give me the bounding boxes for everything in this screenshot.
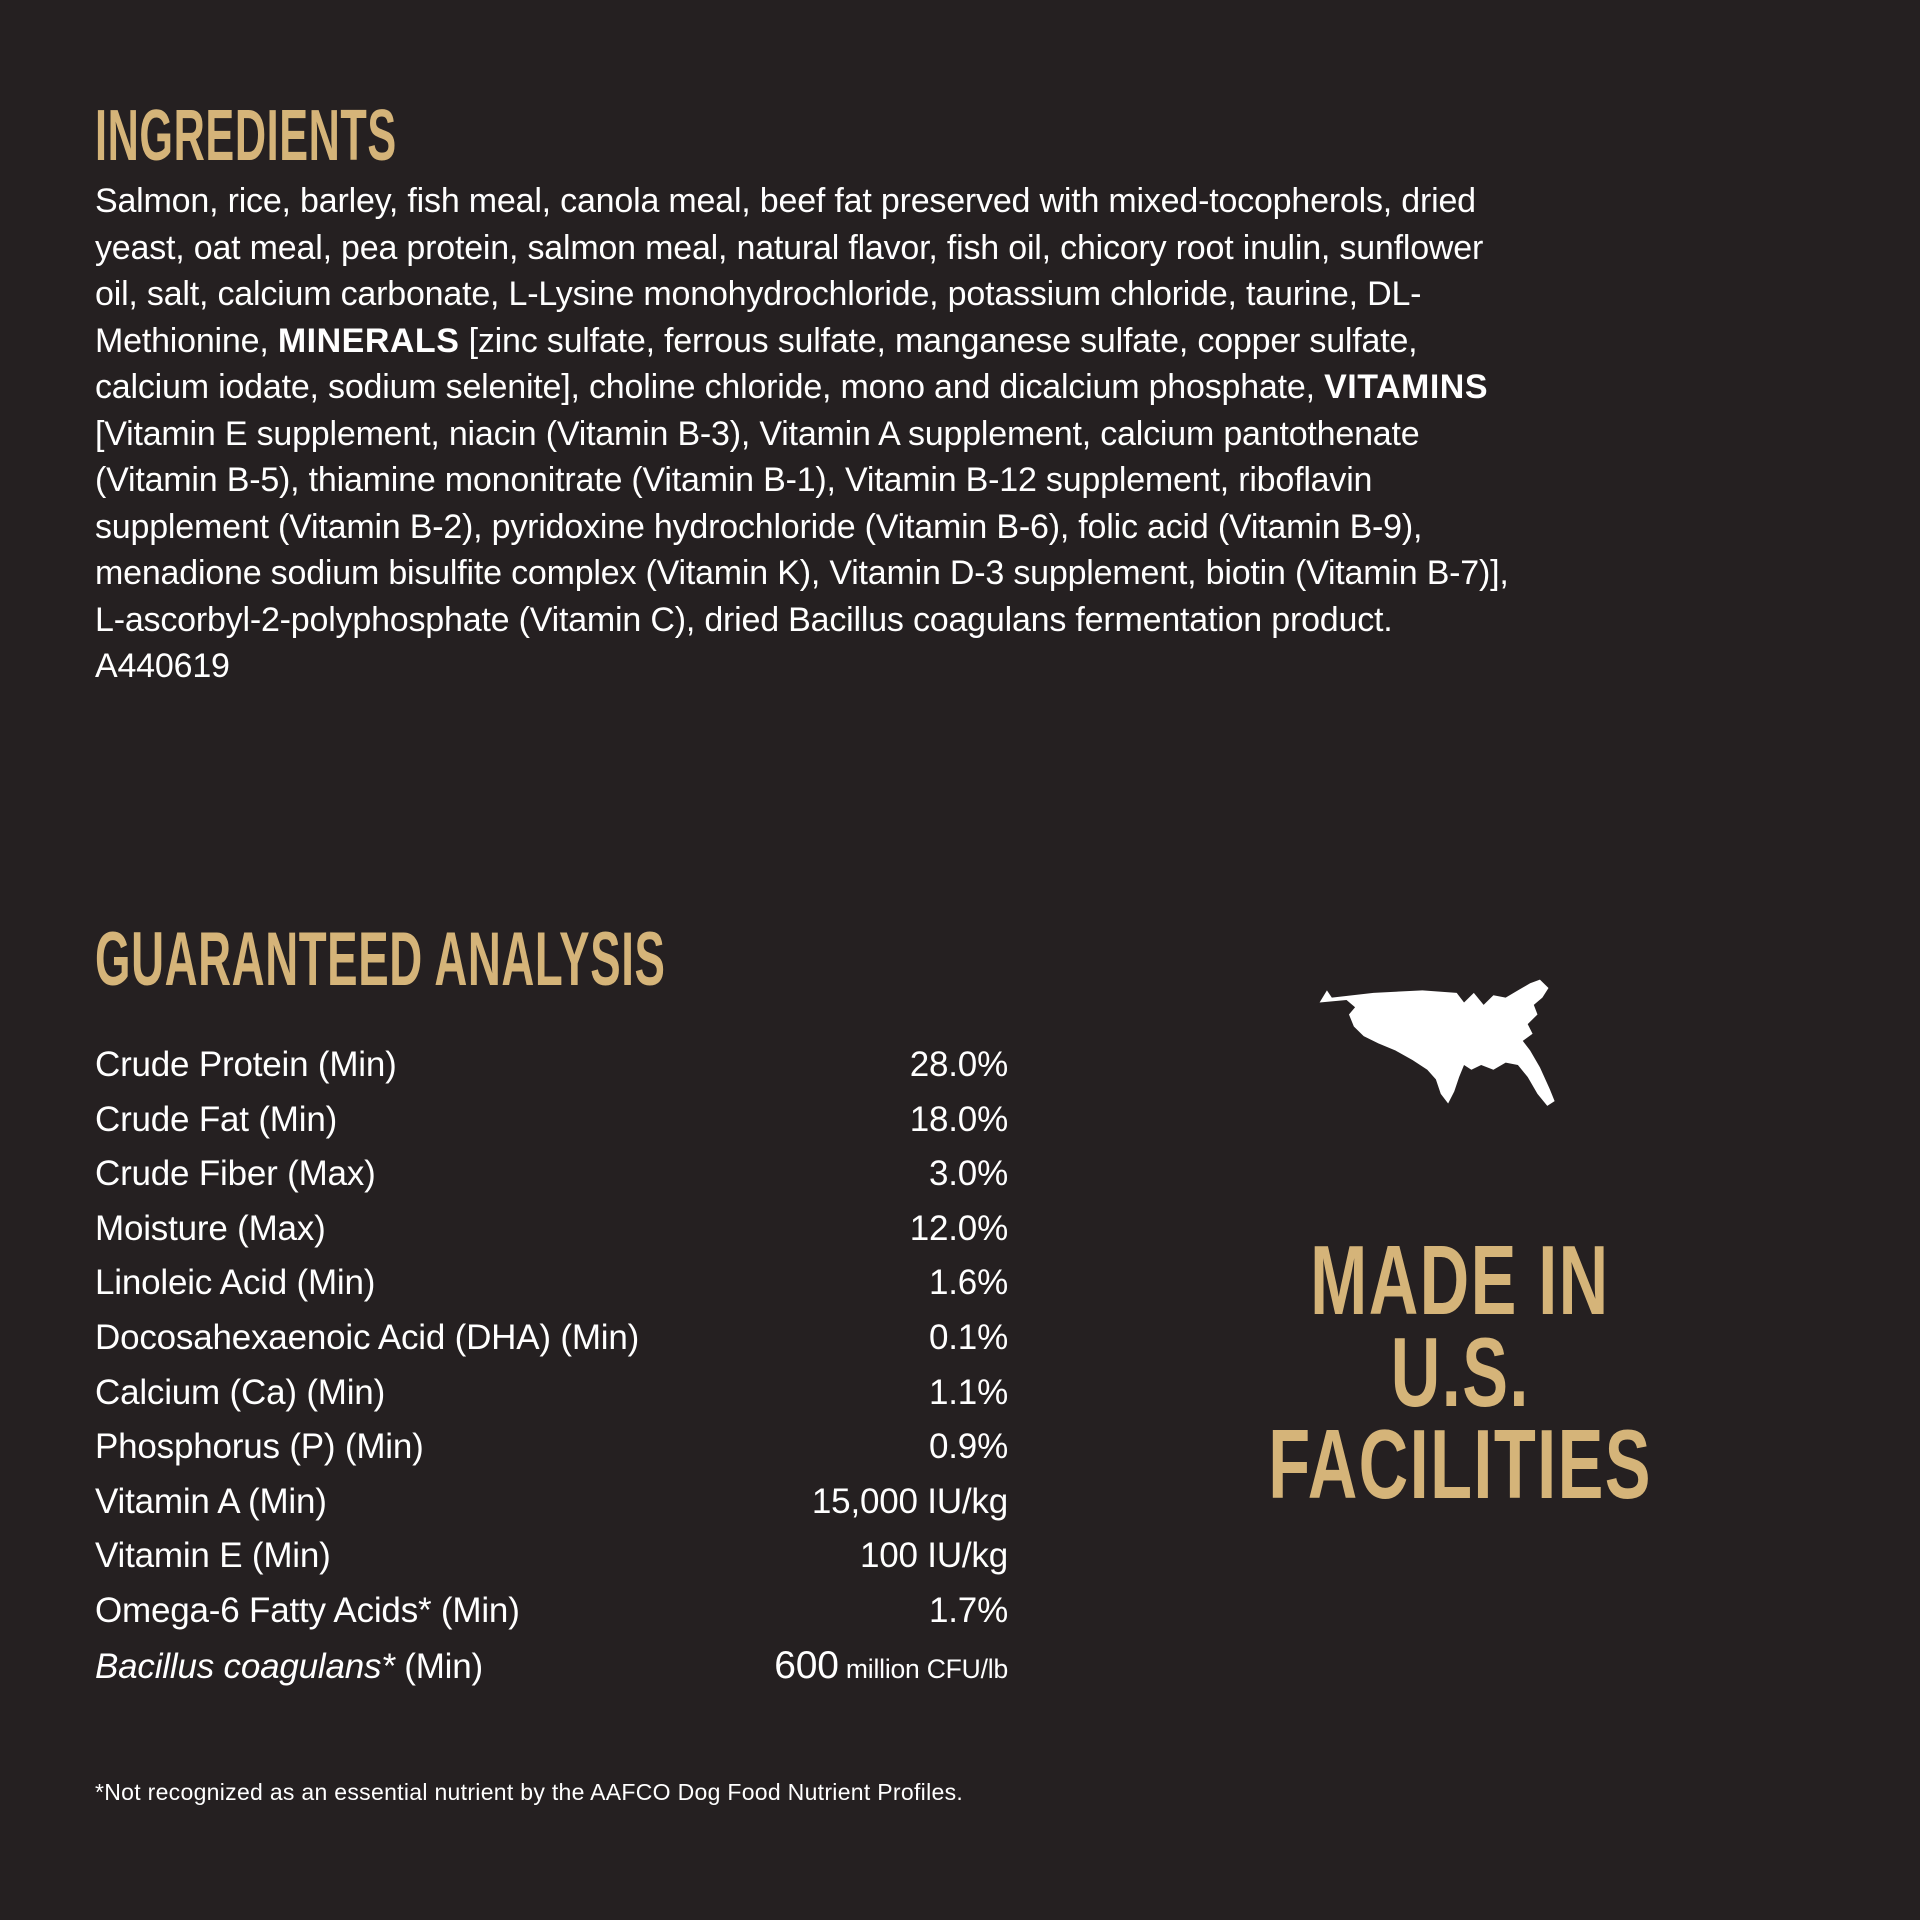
analysis-label-segment: Omega-6 Fatty Acids* (Min) — [95, 1590, 520, 1630]
analysis-row-value: 15,000 IU/kg — [812, 1475, 1008, 1530]
analysis-row-label: Moisture (Max) — [95, 1202, 326, 1257]
analysis-row: Moisture (Max) 12.0% — [95, 1202, 1008, 1257]
analysis-label-segment: Calcium (Ca) (Min) — [95, 1372, 386, 1412]
analysis-row: Vitamin E (Min) 100 IU/kg — [95, 1529, 1008, 1584]
analysis-row-value: 0.9% — [929, 1420, 1008, 1475]
analysis-value-segment: 0.1% — [929, 1317, 1008, 1357]
made-in-line-text: MADE IN — [1310, 1225, 1610, 1335]
ingredient-group-label: MINERALS — [277, 321, 460, 360]
analysis-row-label: Vitamin E (Min) — [95, 1529, 331, 1584]
analysis-value-segment: 15,000 IU/kg — [811, 1481, 1008, 1521]
guaranteed-analysis-heading: GUARANTEED ANALYSIS — [95, 917, 666, 1002]
analysis-row-label: Vitamin A (Min) — [95, 1475, 327, 1530]
ingredient-text-segment: [Vitamin E supplement, niacin (Vitamin B… — [95, 414, 1509, 686]
ingredients-text: Salmon, rice, barley, fish meal, canola … — [95, 178, 1515, 690]
analysis-row-value: 1.1% — [929, 1366, 1008, 1421]
analysis-row-label: Crude Fiber (Max) — [95, 1147, 376, 1202]
ingredient-text-segment: [zinc sulfate, ferrous sulfate, manganes… — [95, 321, 1418, 407]
analysis-row-value: 18.0% — [910, 1093, 1008, 1148]
analysis-row: Vitamin A (Min) 15,000 IU/kg — [95, 1475, 1008, 1530]
analysis-row-label: Calcium (Ca) (Min) — [95, 1366, 385, 1421]
analysis-row-value: 1.6% — [929, 1256, 1008, 1311]
analysis-row-label: Crude Protein (Min) — [95, 1038, 397, 1093]
analysis-label-segment: Crude Protein (Min) — [95, 1045, 397, 1084]
aafco-footnote: *Not recognized as an essential nutrient… — [95, 1779, 964, 1805]
analysis-label-segment: Phosphorus (P) (Min) — [95, 1427, 424, 1467]
analysis-value-segment: 28.0% — [909, 1045, 1008, 1084]
analysis-row: Calcium (Ca) (Min) 1.1% — [95, 1366, 1008, 1421]
ingredient-group-label: VITAMINS — [1324, 368, 1489, 406]
analysis-row-label: Docosahexaenoic Acid (DHA) (Min) — [95, 1311, 639, 1366]
analysis-label-segment: Vitamin E (Min) — [95, 1536, 331, 1576]
analysis-row: Crude Protein (Min) 28.0% — [95, 1038, 1008, 1093]
analysis-row-value: 100 IU/kg — [860, 1529, 1008, 1584]
analysis-row: Crude Fiber (Max) 3.0% — [95, 1147, 1008, 1202]
analysis-label-segment: Bacillus coagulans* — [95, 1646, 395, 1686]
analysis-value-segment: 1.6% — [929, 1263, 1008, 1303]
analysis-value-segment: 18.0% — [909, 1099, 1008, 1139]
usa-map-icon — [1319, 979, 1555, 1106]
analysis-label-segment: (Min) — [394, 1646, 483, 1686]
made-in-line-text: U.S. — [1390, 1317, 1530, 1427]
analysis-value-segment: million CFU/lb — [838, 1653, 1008, 1684]
analysis-value-segment: 0.9% — [929, 1427, 1008, 1467]
guaranteed-analysis-table: Crude Protein (Min) 28.0% Crude Fat (Min) 1… — [95, 1038, 1008, 1693]
analysis-row-value: 1.7% — [929, 1584, 1008, 1639]
ingredient-text-segment: Salmon, rice, barley, fish meal, canola … — [95, 182, 1484, 360]
analysis-row: Phosphorus (P) (Min) 0.9% — [95, 1420, 1008, 1475]
analysis-value-segment: 12.0% — [909, 1208, 1008, 1248]
analysis-value-segment: 1.1% — [929, 1372, 1008, 1412]
analysis-label-segment: Moisture (Max) — [95, 1208, 326, 1248]
analysis-row: Omega-6 Fatty Acids* (Min) 1.7% — [95, 1584, 1008, 1639]
analysis-row: Docosahexaenoic Acid (DHA) (Min) 0.1% — [95, 1311, 1008, 1366]
analysis-label-segment: Docosahexaenoic Acid (DHA) (Min) — [95, 1317, 640, 1357]
analysis-row-value: 600 million CFU/lb — [774, 1639, 1008, 1697]
made-in-line: FACILITIES — [1180, 1409, 1740, 1519]
made-in-line: MADE IN — [1180, 1225, 1740, 1335]
analysis-row-value: 28.0% — [910, 1038, 1008, 1093]
made-in-line: U.S. — [1180, 1317, 1740, 1427]
analysis-value-segment: 3.0% — [929, 1154, 1008, 1194]
analysis-row-value: 0.1% — [929, 1311, 1008, 1366]
analysis-row-label: Phosphorus (P) (Min) — [95, 1420, 424, 1475]
analysis-row: Linoleic Acid (Min) 1.6% — [95, 1256, 1008, 1311]
analysis-row-label: Linoleic Acid (Min) — [95, 1256, 375, 1311]
analysis-value-segment: 600 — [774, 1643, 839, 1687]
analysis-row-value: 12.0% — [910, 1202, 1008, 1257]
analysis-row-value: 3.0% — [929, 1147, 1008, 1202]
analysis-row-label: Crude Fat (Min) — [95, 1093, 337, 1148]
analysis-label-segment: Linoleic Acid (Min) — [95, 1263, 376, 1303]
ingredients-heading: INGREDIENTS — [95, 96, 397, 176]
analysis-label-segment: Crude Fiber (Max) — [95, 1154, 376, 1194]
made-in-line-text: FACILITIES — [1268, 1409, 1652, 1519]
analysis-value-segment: 100 IU/kg — [859, 1536, 1008, 1576]
analysis-label-segment: Crude Fat (Min) — [95, 1099, 338, 1139]
analysis-label-segment: Vitamin A (Min) — [95, 1481, 327, 1521]
analysis-row: Bacillus coagulans* (Min) 600 million CFU… — [95, 1639, 1008, 1694]
analysis-row-label: Omega-6 Fatty Acids* (Min) — [95, 1584, 520, 1639]
analysis-row: Crude Fat (Min) 18.0% — [95, 1093, 1008, 1148]
analysis-row-label: Bacillus coagulans* (Min) — [95, 1640, 483, 1695]
made-in-us-facilities-text: MADE IN U.S. FACILITIES — [1180, 1225, 1740, 1519]
analysis-value-segment: 1.7% — [929, 1590, 1008, 1630]
